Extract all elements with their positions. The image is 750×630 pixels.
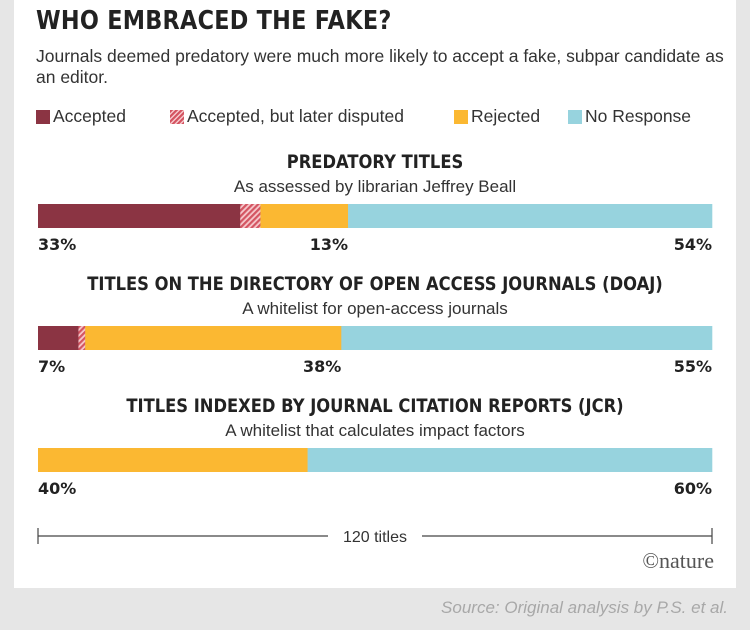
source-note: Source: Original analysis by P.S. et al. [441,598,728,617]
bar-segment-no-response [348,204,713,228]
infographic-card: WHO EMBRACED THE FAKE? Journals deemed p… [14,0,736,588]
legend-swatch-no-response [568,110,582,124]
bar-group-2: TITLES ON THE DIRECTORY OF OPEN ACCESS J… [38,274,713,376]
bar-segment-accepted [38,204,241,228]
bar-segment-rejected [260,204,349,228]
group-title: TITLES INDEXED BY JOURNAL CITATION REPOR… [126,396,623,417]
data-label: 54% [674,235,712,254]
bar-segment-accepted-disputed [78,326,86,350]
group-subtitle: A whitelist that calculates impact facto… [225,421,525,440]
bar-segment-rejected [85,326,342,350]
chart-subtitle: Journals deemed predatory were much more… [36,46,724,87]
bar-segment-accepted [38,326,79,350]
bar-segment-rejected [38,448,308,472]
legend-swatch-accepted-disputed [170,110,184,124]
nature-logo: ©nature [642,548,714,573]
legend-label-rejected: Rejected [471,106,541,126]
bar-segment-no-response [307,448,713,472]
legend-label-no-response: No Response [585,106,692,126]
data-label: 55% [674,357,712,376]
legend-label-accepted: Accepted [53,106,126,126]
bar-group-3: TITLES INDEXED BY JOURNAL CITATION REPOR… [38,396,713,498]
data-label: 7% [38,357,65,376]
group-title: PREDATORY TITLES [287,152,463,173]
data-label: 13% [310,235,348,254]
stacked-bar-chart: PREDATORY TITLES As assessed by librarian… [37,152,713,546]
legend-swatch-rejected [454,110,468,124]
bar-segment-no-response [341,326,713,350]
legend-swatch-accepted [36,110,50,124]
data-label: 40% [38,479,76,498]
group-title: TITLES ON THE DIRECTORY OF OPEN ACCESS J… [87,274,663,295]
bar-group-1: PREDATORY TITLES As assessed by librarian… [38,152,713,254]
footer: Source: Original analysis by P.S. et al. [0,588,750,630]
group-subtitle: A whitelist for open-access journals [242,299,508,318]
group-subtitle: As assessed by librarian Jeffrey Beall [234,177,516,196]
data-label: 33% [38,235,76,254]
scale-bracket: 120 titles [37,528,713,546]
chart-title: WHO EMBRACED THE FAKE? [36,6,392,36]
legend-label-accepted-disputed: Accepted, but later disputed [187,106,404,126]
scale-label: 120 titles [343,529,407,546]
bar-segment-accepted-disputed [240,204,261,228]
data-label: 38% [303,357,341,376]
data-label: 60% [674,479,712,498]
